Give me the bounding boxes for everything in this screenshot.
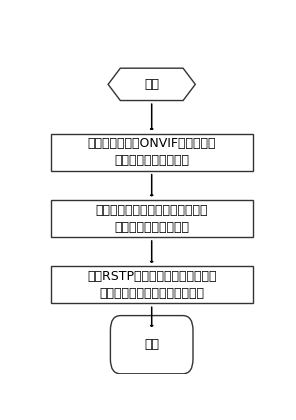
Text: 启用远程调用获取其它交换机所连
接的视频监控设备信息: 启用远程调用获取其它交换机所连 接的视频监控设备信息 — [95, 204, 208, 234]
Text: 单个交换机运用ONVIF协议识别直
接连接的视频监控设备: 单个交换机运用ONVIF协议识别直 接连接的视频监控设备 — [87, 137, 216, 167]
FancyBboxPatch shape — [110, 315, 193, 374]
Text: 结束: 结束 — [144, 338, 159, 351]
Bar — [51, 134, 253, 171]
Polygon shape — [108, 68, 195, 100]
Text: 获取RSTP报文识别存储设备以及视
频监控设备与存储设备间的关系: 获取RSTP报文识别存储设备以及视 频监控设备与存储设备间的关系 — [87, 270, 216, 300]
Bar — [51, 200, 253, 237]
Bar — [51, 266, 253, 304]
Text: 开始: 开始 — [144, 78, 159, 91]
